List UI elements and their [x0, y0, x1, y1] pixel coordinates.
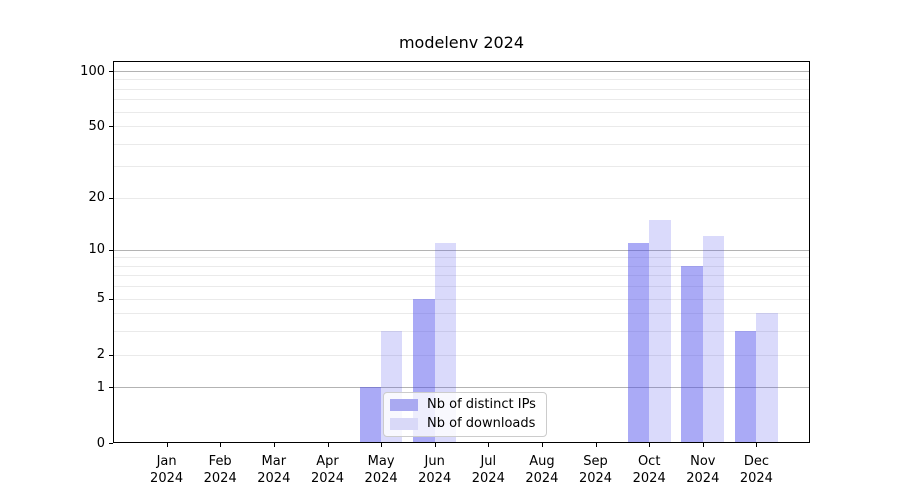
- gridline-major-100: [113, 71, 810, 72]
- y-tick-label-5: 5: [96, 291, 105, 307]
- x-tick-apr: [327, 443, 329, 447]
- legend-swatch-downloads-icon: [390, 418, 418, 430]
- bar-nb-of-distinct-ips-dec: [734, 331, 757, 443]
- y-tick-50: [109, 126, 113, 128]
- gridline-minor-9: [113, 257, 810, 259]
- y-tick-1: [109, 387, 113, 389]
- x-tick-feb: [220, 443, 222, 447]
- y-tick-5: [109, 298, 113, 300]
- gridline-minor-6: [113, 286, 810, 288]
- x-tick-sep: [595, 443, 597, 447]
- x-tick-jun: [434, 443, 436, 447]
- gridline-minor-20: [113, 197, 810, 199]
- gridline-major-10: [113, 249, 810, 251]
- y-tick-label-50: 50: [88, 118, 105, 134]
- x-tick-oct: [649, 443, 651, 447]
- gridline-minor-3: [113, 331, 810, 333]
- gridline-minor-40: [113, 143, 810, 145]
- x-tick-label-dec: Dec 2024: [739, 454, 773, 486]
- x-tick-label-aug: Aug 2024: [525, 454, 559, 486]
- legend-label-downloads: Nb of downloads: [427, 416, 536, 431]
- bar-nb-of-downloads-nov: [702, 236, 725, 443]
- y-tick-label-100: 100: [80, 63, 105, 79]
- y-tick-20: [109, 197, 113, 199]
- bar-nb-of-downloads-oct: [649, 219, 671, 443]
- y-tick-100: [109, 71, 113, 72]
- x-tick-label-mar: Mar 2024: [257, 454, 291, 486]
- legend-item-distinct-ips: Nb of distinct IPs: [384, 396, 546, 414]
- bar-nb-of-distinct-ips-oct: [627, 242, 650, 443]
- chart-title: modelenv 2024: [398, 33, 525, 52]
- gridline-minor-70: [113, 99, 810, 101]
- x-tick-label-feb: Feb 2024: [203, 454, 237, 486]
- bar-nb-of-distinct-ips-nov: [681, 265, 703, 443]
- gridline-minor-7: [113, 275, 810, 277]
- x-tick-label-sep: Sep 2024: [578, 454, 613, 486]
- gridline-minor-30: [113, 166, 810, 168]
- gridline-major-1: [113, 387, 810, 389]
- y-tick-label-20: 20: [88, 190, 105, 206]
- x-tick-may: [381, 443, 383, 447]
- x-tick-nov: [702, 443, 704, 447]
- x-tick-label-nov: Nov 2024: [686, 454, 720, 486]
- x-tick-label-jan: Jan 2024: [150, 454, 184, 486]
- gridline-minor-60: [113, 111, 810, 113]
- gridline-minor-90: [113, 79, 810, 81]
- gridline-minor-80: [113, 88, 810, 90]
- legend-swatch-distinct-ips-icon: [390, 399, 418, 411]
- x-tick-label-apr: Apr 2024: [310, 454, 345, 486]
- gridline-minor-2: [113, 354, 810, 356]
- x-tick-aug: [541, 443, 543, 447]
- y-tick-label-2: 2: [96, 347, 105, 362]
- legend-item-downloads: Nb of downloads: [384, 415, 546, 433]
- x-tick-label-oct: Oct 2024: [632, 454, 666, 486]
- x-tick-label-jun: Jun 2024: [418, 454, 452, 486]
- y-tick-label-1: 1: [96, 379, 105, 395]
- x-tick-mar: [273, 443, 275, 447]
- gridline-minor-5: [113, 298, 810, 300]
- x-tick-jan: [166, 443, 168, 447]
- y-tick-2: [109, 354, 113, 356]
- legend-label-distinct-ips: Nb of distinct IPs: [427, 397, 536, 412]
- gridline-minor-8: [113, 265, 810, 267]
- y-tick-label-10: 10: [88, 242, 105, 258]
- y-tick-10: [109, 249, 113, 251]
- x-tick-label-jul: Jul 2024: [471, 454, 505, 486]
- gridline-minor-50: [113, 126, 810, 128]
- y-tick-0: [109, 443, 113, 444]
- x-tick-jul: [488, 443, 490, 447]
- gridline-minor-4: [113, 313, 810, 315]
- y-tick-label-0: 0: [96, 435, 105, 451]
- bar-nb-of-distinct-ips-may: [359, 387, 381, 443]
- x-tick-dec: [756, 443, 758, 447]
- bar-nb-of-downloads-dec: [756, 313, 778, 443]
- legend: Nb of distinct IPs Nb of downloads: [383, 392, 547, 437]
- x-tick-label-may: May 2024: [364, 454, 398, 486]
